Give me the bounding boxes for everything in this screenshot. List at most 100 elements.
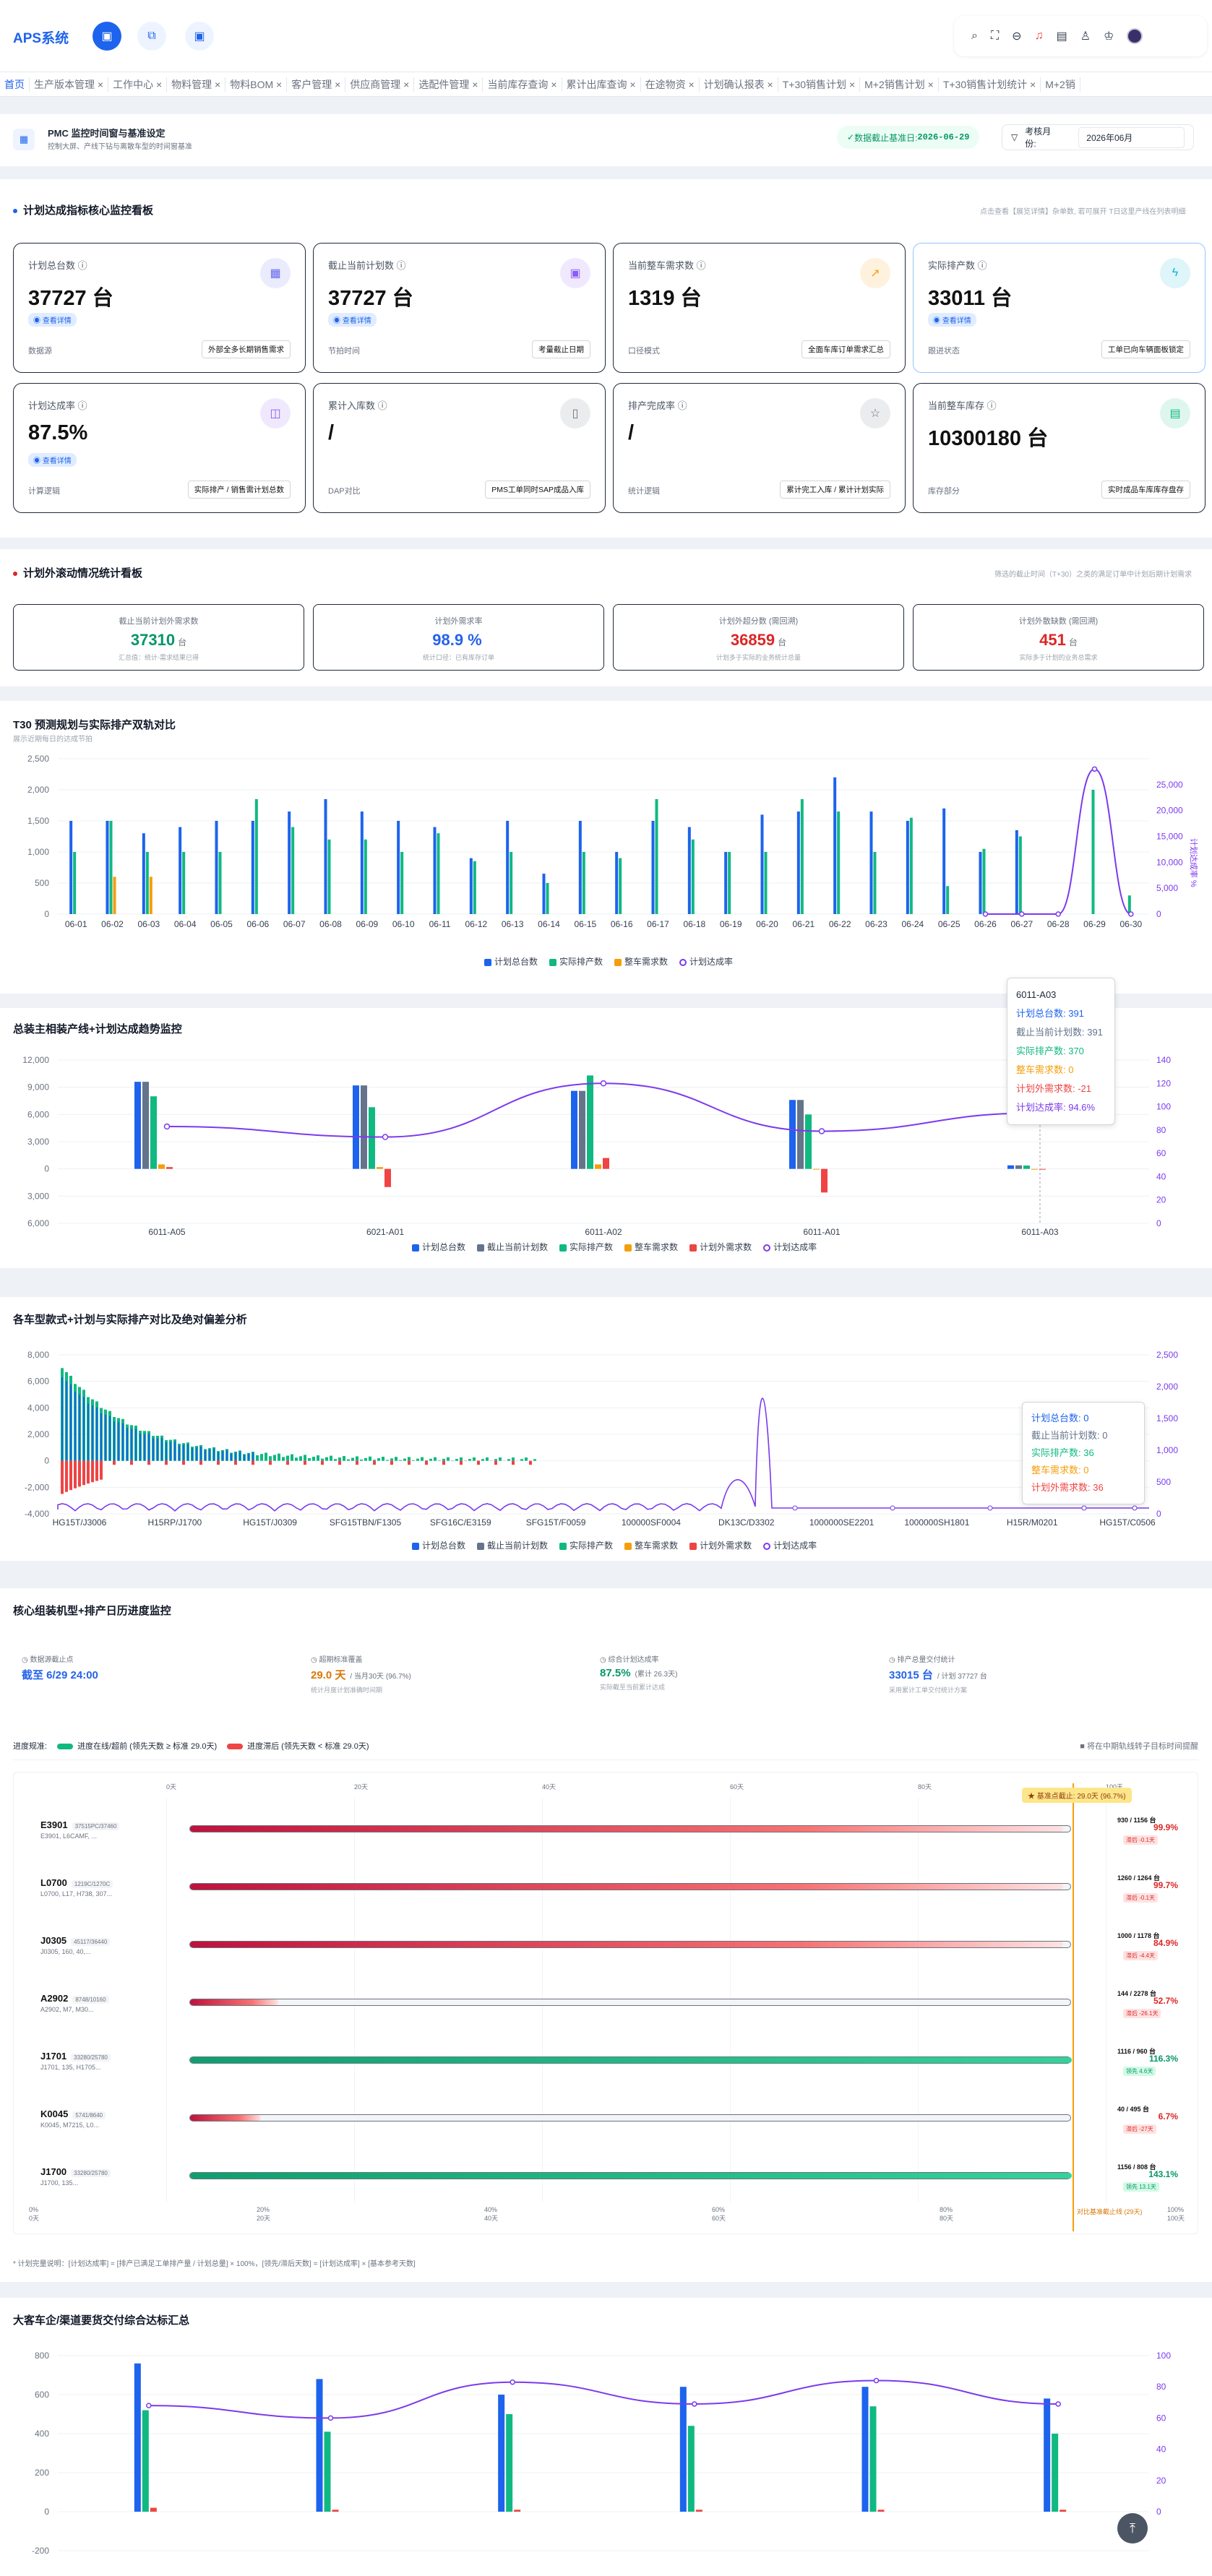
- detail-badge[interactable]: ◉ 查看详情: [28, 453, 77, 467]
- doc-icon: ▯: [560, 398, 590, 428]
- kpi-card[interactable]: 实际排产数 ⓘ 33011 台 ◉ 查看详情 跟进状态 工单已向车辆面板锁定 ϟ: [913, 243, 1205, 373]
- nav-tab[interactable]: 生产版本管理 ×: [30, 77, 109, 92]
- shirt-icon[interactable]: ♔: [1104, 30, 1114, 43]
- star-icon: ☆: [860, 398, 890, 428]
- kpi-card[interactable]: 排产完成率 ⓘ / 统计逻辑 累计完工入库 / 累计计划实际 ☆: [613, 383, 906, 513]
- legend-item[interactable]: 计划外需求数: [689, 1539, 752, 1551]
- bar: [61, 1460, 64, 1494]
- kpi-source-button[interactable]: 累计完工入库 / 累计计划实际: [780, 481, 890, 499]
- nav-tab[interactable]: T+30销售计划统计 ×: [939, 77, 1041, 92]
- expand-icon[interactable]: ⛶: [990, 30, 1000, 42]
- nav-tab[interactable]: 累计出库查询 ×: [562, 77, 641, 92]
- legend-item[interactable]: 计划外需求数: [689, 1241, 752, 1253]
- bar: [65, 1460, 68, 1492]
- kpi-card[interactable]: 当前整车需求数 ⓘ 1319 台 口径模式 全面车库订单需求汇总 ↗: [613, 243, 906, 373]
- nav-tab[interactable]: 客户管理 ×: [287, 77, 346, 92]
- nav-tab[interactable]: M+2销: [1041, 77, 1080, 92]
- kpi-source-button[interactable]: 工单已向车辆面板锁定: [1101, 340, 1190, 358]
- user-icon[interactable]: ♙: [1080, 30, 1091, 43]
- y2-tick-label: 60: [1156, 1148, 1166, 1158]
- month-select[interactable]: 2026年06月: [1078, 126, 1185, 148]
- kpi-source-button[interactable]: 外部全多长期销售需求: [202, 340, 291, 358]
- terminal-icon[interactable]: ▣: [93, 22, 121, 51]
- bar: [979, 852, 982, 914]
- region-panel: 大客车企/渠道要货交付综合达标汇总 800 600 400 200 0 -200 0 20 40…: [0, 2298, 1212, 2576]
- nav-tab[interactable]: 首页: [0, 77, 30, 92]
- gantt-kpi-sub: 实际截至当前累计达成: [600, 1684, 666, 1691]
- y-tick-label: -2,000: [25, 1482, 49, 1492]
- legend-item[interactable]: 整车需求数: [614, 955, 668, 968]
- legend-item[interactable]: 计划达成率: [679, 955, 733, 968]
- legend-item[interactable]: 计划达成率: [763, 1241, 817, 1253]
- bar: [416, 1458, 419, 1461]
- legend-item[interactable]: 实际排产数: [559, 1241, 613, 1253]
- legend-item[interactable]: 实际排产数: [559, 1539, 613, 1551]
- nav-tab[interactable]: 工作中心 ×: [108, 77, 168, 92]
- bar: [252, 1452, 254, 1461]
- terminal-icon[interactable]: ▣: [185, 22, 214, 51]
- bar: [74, 1391, 76, 1461]
- bar: [113, 1460, 116, 1465]
- kpi-card[interactable]: 累计入库数 ⓘ / DAP对比 PMS工单同时SAP成品入库 ▯: [313, 383, 606, 513]
- nav-tab[interactable]: M+2销售计划 ×: [860, 77, 939, 92]
- bar: [946, 886, 950, 914]
- y-tick-label: 4,000: [27, 1403, 49, 1413]
- detail-badge[interactable]: ◉ 查看详情: [328, 313, 377, 327]
- brand-logo[interactable]: APS系统: [13, 31, 69, 46]
- bar: [533, 1459, 536, 1461]
- bar: [134, 2363, 141, 2512]
- bell-icon[interactable]: ♫: [1034, 30, 1044, 42]
- nav-tab[interactable]: T+30销售计划 ×: [778, 77, 861, 92]
- detail-badge[interactable]: ◉ 查看详情: [928, 313, 976, 327]
- nav-tab[interactable]: 选配件管理 ×: [414, 77, 483, 92]
- kpi-source-button[interactable]: 实时成品车库库存盘存: [1101, 481, 1190, 499]
- bar: [299, 1456, 302, 1461]
- legend-item[interactable]: 整车需求数: [624, 1539, 678, 1551]
- row-status: 滞后 -27天: [1123, 2124, 1156, 2134]
- back-to-top-button[interactable]: ⤒: [1117, 2513, 1148, 2543]
- nav-tab[interactable]: 计划确认报表 ×: [700, 77, 778, 92]
- kpi-value: 87.5%: [28, 421, 88, 444]
- bar: [438, 1460, 441, 1461]
- bar: [382, 1457, 384, 1461]
- kpi-source-button[interactable]: 全面车库订单需求汇总: [801, 340, 890, 358]
- legend-item[interactable]: 计划总台数: [484, 955, 538, 968]
- x-tick-label: 1000000SE2201: [809, 1517, 874, 1528]
- copy-icon[interactable]: ⧉: [137, 22, 166, 51]
- nav-tab[interactable]: 供应商管理 ×: [345, 77, 415, 92]
- legend-item[interactable]: 截止当前计划数: [477, 1539, 548, 1551]
- kpi-card[interactable]: 当前整车库存 ⓘ 10300180 台 库存部分 实时成品车库库存盘存 ▤: [913, 383, 1205, 513]
- kpi-source-button[interactable]: 实际排产 / 销售需计划总数: [187, 481, 291, 499]
- avatar[interactable]: [1127, 28, 1143, 44]
- kpi-title: 计划达成率 ⓘ: [28, 400, 87, 411]
- month-selector[interactable]: ▽ 考核月份: 2026年06月: [1002, 124, 1194, 150]
- detail-badge[interactable]: ◉ 查看详情: [28, 313, 77, 327]
- bar: [288, 811, 291, 914]
- bar: [789, 1100, 796, 1169]
- zoom-out-icon[interactable]: ⊖: [1012, 30, 1022, 43]
- nav-tab[interactable]: 当前库存查询 ×: [483, 77, 562, 92]
- kpi-card[interactable]: 截止当前计划数 ⓘ 37727 台 ◉ 查看详情 节拍时间 考量截止日期 ▣: [313, 243, 606, 373]
- search-icon[interactable]: ⌕: [971, 30, 978, 42]
- outside-card-title: 计划外散缺数 (需回溯): [1018, 617, 1099, 626]
- legend-item[interactable]: 整车需求数: [624, 1241, 678, 1253]
- bar: [254, 798, 258, 914]
- kpi-card[interactable]: 计划总台数 ⓘ 37727 台 ◉ 查看详情 数据源 外部全多长期销售需求 ▦: [13, 243, 306, 373]
- nav-tab[interactable]: 在途物资 ×: [641, 77, 700, 92]
- row-tag: 33280/25780: [71, 2169, 111, 2177]
- legend-item[interactable]: 实际排产数: [549, 955, 603, 968]
- legend-item[interactable]: 计划总台数: [412, 1241, 465, 1253]
- legend-item[interactable]: 截止当前计划数: [477, 1241, 548, 1253]
- nav-tab[interactable]: 物料管理 ×: [167, 77, 226, 92]
- y2-tick-label: 0: [1156, 1509, 1161, 1519]
- row-sub: J1701, 135, H1705...: [40, 2064, 101, 2071]
- kpi-source-button[interactable]: PMS工单同时SAP成品入库: [485, 481, 590, 499]
- message-icon[interactable]: ▤: [1056, 30, 1067, 43]
- kpi-card[interactable]: 计划达成率 ⓘ 87.5% ◉ 查看详情 计算逻辑 实际排产 / 销售需计划总数…: [13, 383, 306, 513]
- legend-item[interactable]: 计划达成率: [763, 1539, 817, 1551]
- legend-item[interactable]: 计划总台数: [412, 1539, 465, 1551]
- bar: [183, 1444, 184, 1461]
- nav-tab[interactable]: 物料BOM ×: [225, 77, 288, 92]
- outside-card-sub: 汇总值：统计-需求结果已得: [119, 654, 199, 661]
- kpi-source-button[interactable]: 考量截止日期: [532, 340, 590, 358]
